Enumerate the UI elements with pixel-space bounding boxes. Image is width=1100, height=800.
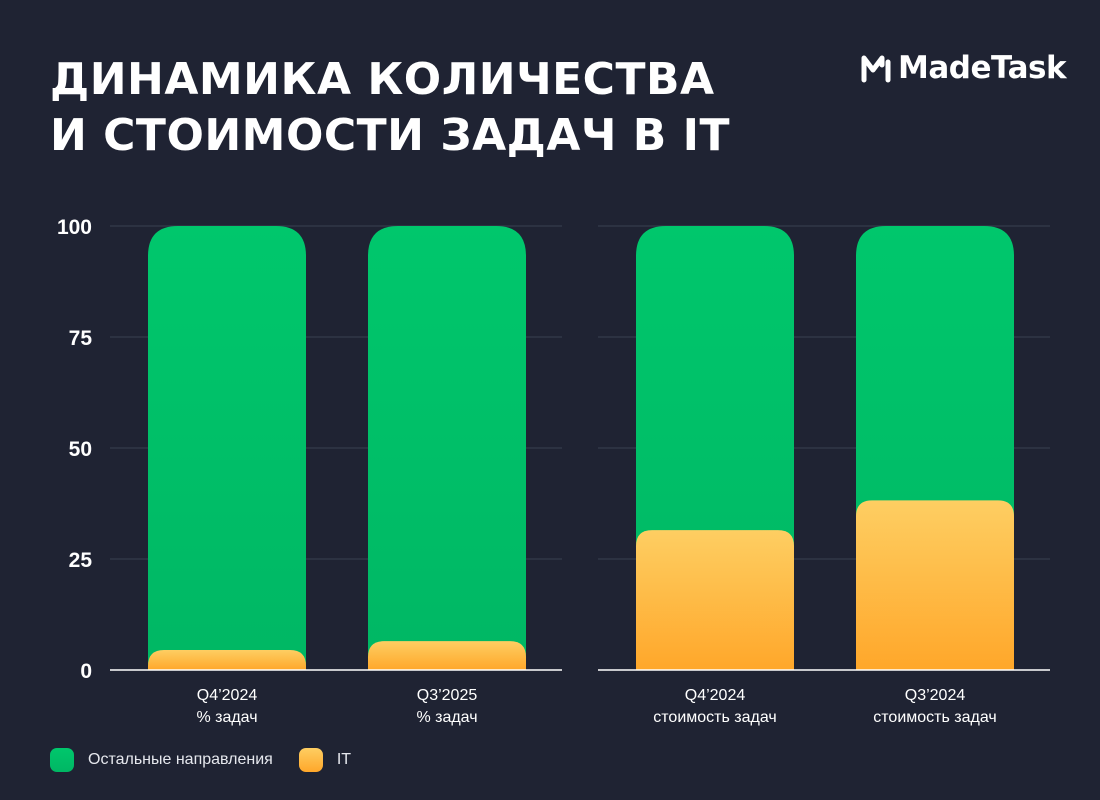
bar-other-panel-1-cat-1 xyxy=(148,226,306,670)
y-tick-label-75: 75 xyxy=(69,327,93,350)
y-tick-label-50: 50 xyxy=(69,438,92,461)
bar-it-panel-2-cat-1 xyxy=(636,530,794,670)
legend-item-it: IT xyxy=(298,748,352,772)
bar-it-panel-1-cat-1 xyxy=(148,650,306,670)
bar-other-panel-1-cat-2 xyxy=(368,226,526,670)
chart-title: ДИНАМИКА КОЛИЧЕСТВА И СТОИМОСТИ ЗАДАЧ В … xyxy=(50,52,730,164)
legend-label-other: Остальные направления xyxy=(88,751,273,768)
legend-label-it: IT xyxy=(336,751,352,768)
legend-item-other: Остальные направления xyxy=(50,748,273,772)
category-label-line2-panel-2-cat-1: стоимость задач xyxy=(653,709,776,726)
title-line-1: ДИНАМИКА КОЛИЧЕСТВА xyxy=(50,54,715,105)
bar-it-panel-1-cat-2 xyxy=(368,641,526,670)
category-label-line1-panel-2-cat-1: Q4’2024 xyxy=(685,687,746,704)
logo-text: MadeTask xyxy=(898,50,1067,86)
category-label-line2-panel-2-cat-2: стоимость задач xyxy=(873,709,996,726)
legend-swatch-other xyxy=(50,748,74,772)
bar-it-panel-2-cat-2 xyxy=(856,500,1014,670)
y-tick-label-100: 100 xyxy=(57,216,92,239)
category-label-line1-panel-1-cat-1: Q4’2024 xyxy=(197,687,258,704)
y-tick-label-25: 25 xyxy=(69,549,93,572)
category-label-line2-panel-1-cat-1: % задач xyxy=(196,709,257,726)
category-label-line1-panel-1-cat-2: Q3’2025 xyxy=(417,687,478,704)
title-line-2: И СТОИМОСТИ ЗАДАЧ В IT xyxy=(50,110,730,161)
made-task-logo: MadeTask xyxy=(860,50,1067,86)
category-label-line1-panel-2-cat-2: Q3’2024 xyxy=(905,687,966,704)
legend-swatch-it xyxy=(298,748,323,772)
category-label-line2-panel-1-cat-2: % задач xyxy=(416,709,477,726)
y-tick-label-0: 0 xyxy=(80,660,92,683)
category-labels: Q4’2024 % задач Q3’2025 % задач Q4’2024 стоим… xyxy=(196,687,996,726)
legend: Остальные направления IT xyxy=(50,748,377,772)
y-axis-ticks: 0 25 50 75 100 xyxy=(57,216,92,683)
bars xyxy=(148,226,1014,670)
made-task-m-logo-icon xyxy=(861,55,891,83)
